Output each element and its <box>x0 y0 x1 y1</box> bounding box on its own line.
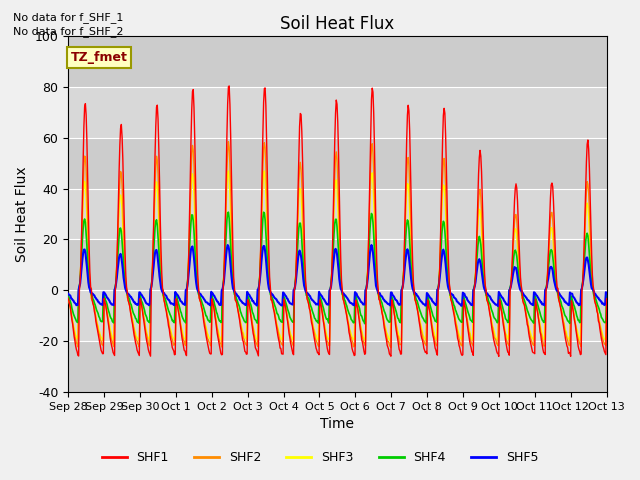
SHF4 <box>404 218 412 224</box>
SHF3 <box>404 181 412 187</box>
SHF5 <box>64 291 72 297</box>
SHF4 <box>212 309 220 315</box>
SHF2 <box>129 324 137 329</box>
SHF4 <box>603 293 611 299</box>
SHF5 <box>129 298 137 304</box>
Bar <box>68 138 607 189</box>
Bar <box>68 189 607 240</box>
Text: No data for f_SHF_2: No data for f_SHF_2 <box>13 26 124 37</box>
SHF3 <box>603 295 611 300</box>
SHF4 <box>64 293 72 299</box>
SHF2 <box>64 295 72 300</box>
SHF1 <box>603 296 611 301</box>
SHF1 <box>495 353 502 359</box>
Bar <box>68 341 607 392</box>
SHF3 <box>130 324 138 330</box>
X-axis label: Time: Time <box>321 418 355 432</box>
SHF2 <box>212 321 220 327</box>
SHF1 <box>419 341 427 347</box>
Bar <box>68 240 607 290</box>
Bar <box>68 36 607 87</box>
SHF5 <box>184 278 192 284</box>
SHF1 <box>212 324 220 330</box>
Bar <box>68 290 607 341</box>
SHF2 <box>404 155 412 160</box>
SHF1 <box>225 83 233 89</box>
Title: Soil Heat Flux: Soil Heat Flux <box>280 15 394 33</box>
Y-axis label: Soil Heat Flux: Soil Heat Flux <box>15 166 29 262</box>
SHF1 <box>404 112 412 118</box>
Line: SHF5: SHF5 <box>68 245 607 306</box>
SHF2 <box>387 345 395 350</box>
SHF4 <box>361 321 369 326</box>
SHF3 <box>213 324 221 329</box>
SHF4 <box>225 209 232 215</box>
SHF4 <box>129 310 137 316</box>
SHF2 <box>603 295 611 300</box>
SHF3 <box>225 168 232 174</box>
SHF1 <box>74 352 82 358</box>
SHF5 <box>494 303 502 309</box>
SHF5 <box>603 290 611 296</box>
SHF5 <box>212 297 220 303</box>
SHF3 <box>99 338 107 344</box>
SHF5 <box>404 246 412 252</box>
Text: No data for f_SHF_1: No data for f_SHF_1 <box>13 12 123 23</box>
Line: SHF3: SHF3 <box>68 171 607 341</box>
SHF1 <box>64 296 72 301</box>
SHF3 <box>420 334 428 340</box>
Line: SHF4: SHF4 <box>68 212 607 324</box>
SHF3 <box>74 336 82 341</box>
Line: SHF1: SHF1 <box>68 86 607 356</box>
SHF3 <box>185 252 193 258</box>
SHF4 <box>74 320 82 325</box>
Bar <box>68 87 607 138</box>
SHF2 <box>74 344 82 350</box>
SHF2 <box>420 338 428 344</box>
SHF5 <box>419 301 427 307</box>
Legend: SHF1, SHF2, SHF3, SHF4, SHF5: SHF1, SHF2, SHF3, SHF4, SHF5 <box>97 446 543 469</box>
Text: TZ_fmet: TZ_fmet <box>71 51 128 64</box>
SHF5 <box>367 242 375 248</box>
SHF3 <box>64 295 72 300</box>
Line: SHF2: SHF2 <box>68 142 607 348</box>
SHF1 <box>129 327 137 333</box>
SHF4 <box>184 274 192 280</box>
SHF5 <box>74 302 82 308</box>
SHF4 <box>420 317 428 323</box>
SHF1 <box>184 275 192 281</box>
SHF2 <box>225 139 232 144</box>
SHF2 <box>184 271 192 276</box>
